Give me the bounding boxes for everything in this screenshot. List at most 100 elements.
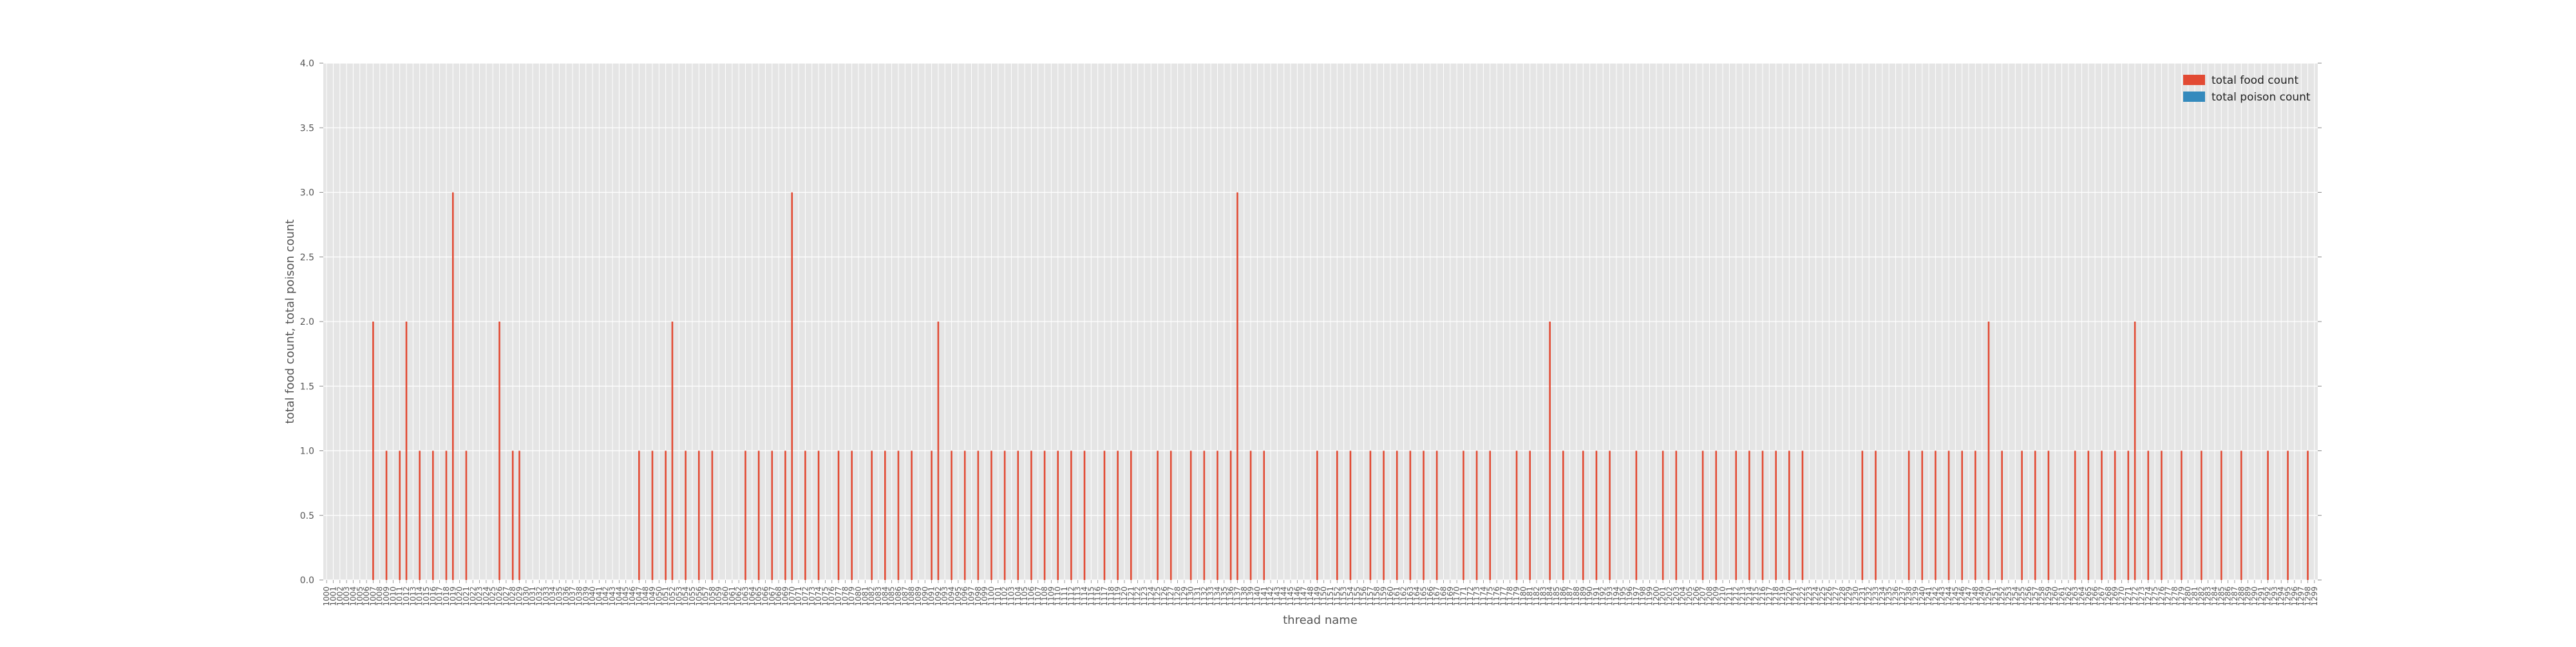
x-tick-label: 1263 xyxy=(2070,586,2079,606)
x-tick-label: 1050 xyxy=(654,586,663,606)
bar-total-food-count xyxy=(1083,450,1086,580)
x-tick-label: 1097 xyxy=(967,586,976,606)
bar-total-food-count xyxy=(697,450,700,580)
x-tick-label: 1198 xyxy=(1638,586,1647,606)
x-tick-label: 1268 xyxy=(2104,586,2113,606)
x-tick-label: 1270 xyxy=(2117,586,2126,606)
bar-total-food-count xyxy=(791,192,793,580)
x-tick-label: 1087 xyxy=(900,586,909,606)
bar-total-food-count xyxy=(2127,450,2130,580)
x-tick-label: 1102 xyxy=(1000,586,1009,606)
x-tick-label: 1029 xyxy=(515,586,524,606)
x-tick-label: 1225 xyxy=(1818,586,1827,606)
x-tick-label: 1061 xyxy=(728,586,737,606)
x-tick-label: 1289 xyxy=(2244,586,2253,606)
x-tick-label: 1069 xyxy=(781,586,790,606)
bar-total-food-count xyxy=(784,450,786,580)
y-tick-label: 2.5 xyxy=(300,253,314,263)
x-tick-label: 1106 xyxy=(1027,586,1036,606)
x-tick-label: 1197 xyxy=(1632,586,1641,606)
x-tick-label: 1242 xyxy=(1931,586,1940,606)
y-tick-label: 1.0 xyxy=(300,447,314,457)
x-tick-label: 1281 xyxy=(2190,586,2199,606)
x-tick-label: 1073 xyxy=(808,586,817,606)
x-tick-label: 1058 xyxy=(708,586,717,606)
x-tick-label: 1285 xyxy=(2217,586,2226,606)
x-tick-label: 1108 xyxy=(1040,586,1049,606)
bar-total-food-count xyxy=(372,322,374,580)
bar-total-food-count xyxy=(871,450,873,580)
bar-total-food-count xyxy=(685,450,687,580)
x-tick-label: 1081 xyxy=(860,586,869,606)
x-tick-label: 1065 xyxy=(754,586,763,606)
x-tick-label: 1161 xyxy=(1392,586,1401,606)
x-tick-label: 1139 xyxy=(1246,586,1255,606)
bar-total-food-count xyxy=(1735,450,1738,580)
x-tick-label: 1015 xyxy=(422,586,431,606)
x-tick-label: 1129 xyxy=(1180,586,1189,606)
legend-swatch-poison xyxy=(2183,92,2205,102)
x-tick-label: 1062 xyxy=(734,586,743,606)
bar-layer xyxy=(372,192,2309,580)
x-tick-label: 1193 xyxy=(1605,586,1615,606)
y-axis: 0.0 0.5 1.0 1.5 2.0 2.5 3.0 3.5 4.0 xyxy=(300,59,2322,586)
bar-total-food-count xyxy=(837,450,840,580)
x-tick-label: 1249 xyxy=(1978,586,1987,606)
x-tick-label: 1241 xyxy=(1924,586,1933,606)
x-tick-label: 1186 xyxy=(1558,586,1567,606)
x-tick-label: 1098 xyxy=(974,586,983,606)
bar-total-food-count xyxy=(2074,450,2076,580)
x-tick-label: 1199 xyxy=(1645,586,1654,606)
x-tick-label: 1252 xyxy=(1998,586,2007,606)
x-tick-label: 1002 xyxy=(336,586,345,606)
x-tick-label: 1010 xyxy=(388,586,397,606)
x-tick-label: 1046 xyxy=(628,586,637,606)
x-tick-label: 1251 xyxy=(1991,586,2000,606)
bar-total-food-count xyxy=(419,450,421,580)
bar-total-food-count xyxy=(1748,450,1750,580)
x-tick-label: 1250 xyxy=(1984,586,1993,606)
x-tick-label: 1047 xyxy=(634,586,643,606)
x-tick-label: 1181 xyxy=(1526,586,1535,606)
x-tick-label: 1272 xyxy=(2130,586,2139,606)
x-tick-label: 1261 xyxy=(2058,586,2067,606)
x-tick-label: 1107 xyxy=(1034,586,1043,606)
x-tick-label: 1121 xyxy=(1126,586,1135,606)
bar-total-food-count xyxy=(1057,450,1059,580)
x-tick-label: 1224 xyxy=(1812,586,1821,606)
x-tick-label: 1096 xyxy=(960,586,969,606)
bar-total-food-count xyxy=(1861,450,1864,580)
x-tick-label: 1068 xyxy=(774,586,783,606)
x-tick-label: 1020 xyxy=(455,586,464,606)
x-tick-label: 1235 xyxy=(1884,586,1893,606)
bar-total-food-count xyxy=(1475,450,1478,580)
bar-total-food-count xyxy=(1396,450,1398,580)
x-tick-label: 1026 xyxy=(495,586,504,606)
x-tick-label: 1155 xyxy=(1352,586,1361,606)
x-tick-label: 1127 xyxy=(1166,586,1175,606)
x-tick-label: 1216 xyxy=(1758,586,1767,606)
x-tick-label: 1165 xyxy=(1419,586,1428,606)
x-tick-label: 1227 xyxy=(1832,586,1841,606)
x-tick-label: 1294 xyxy=(2277,586,2286,606)
x-tick-label: 1054 xyxy=(681,586,690,606)
x-tick-label: 1170 xyxy=(1452,586,1461,606)
x-tick-label: 1194 xyxy=(1612,586,1621,606)
x-axis-title: thread name xyxy=(1283,613,1358,627)
bar-total-food-count xyxy=(518,450,520,580)
x-tick-label: 1095 xyxy=(954,586,963,606)
x-tick-label: 1036 xyxy=(562,586,571,606)
x-tick-label: 1174 xyxy=(1479,586,1488,606)
bar-total-food-count xyxy=(1249,450,1252,580)
bar-total-food-count xyxy=(1701,450,1704,580)
bar-total-food-count xyxy=(1875,450,1877,580)
bar-total-food-count xyxy=(2101,450,2103,580)
bar-total-food-count xyxy=(1582,450,1584,580)
x-tick-label: 1206 xyxy=(1692,586,1701,606)
y-tick-label: 3.5 xyxy=(300,123,314,133)
x-tick-label: 1136 xyxy=(1226,586,1235,606)
x-tick-label: 1089 xyxy=(914,586,923,606)
bar-total-food-count xyxy=(2287,450,2289,580)
bar-total-food-count xyxy=(1529,450,1531,580)
x-tick-label: 1188 xyxy=(1572,586,1581,606)
